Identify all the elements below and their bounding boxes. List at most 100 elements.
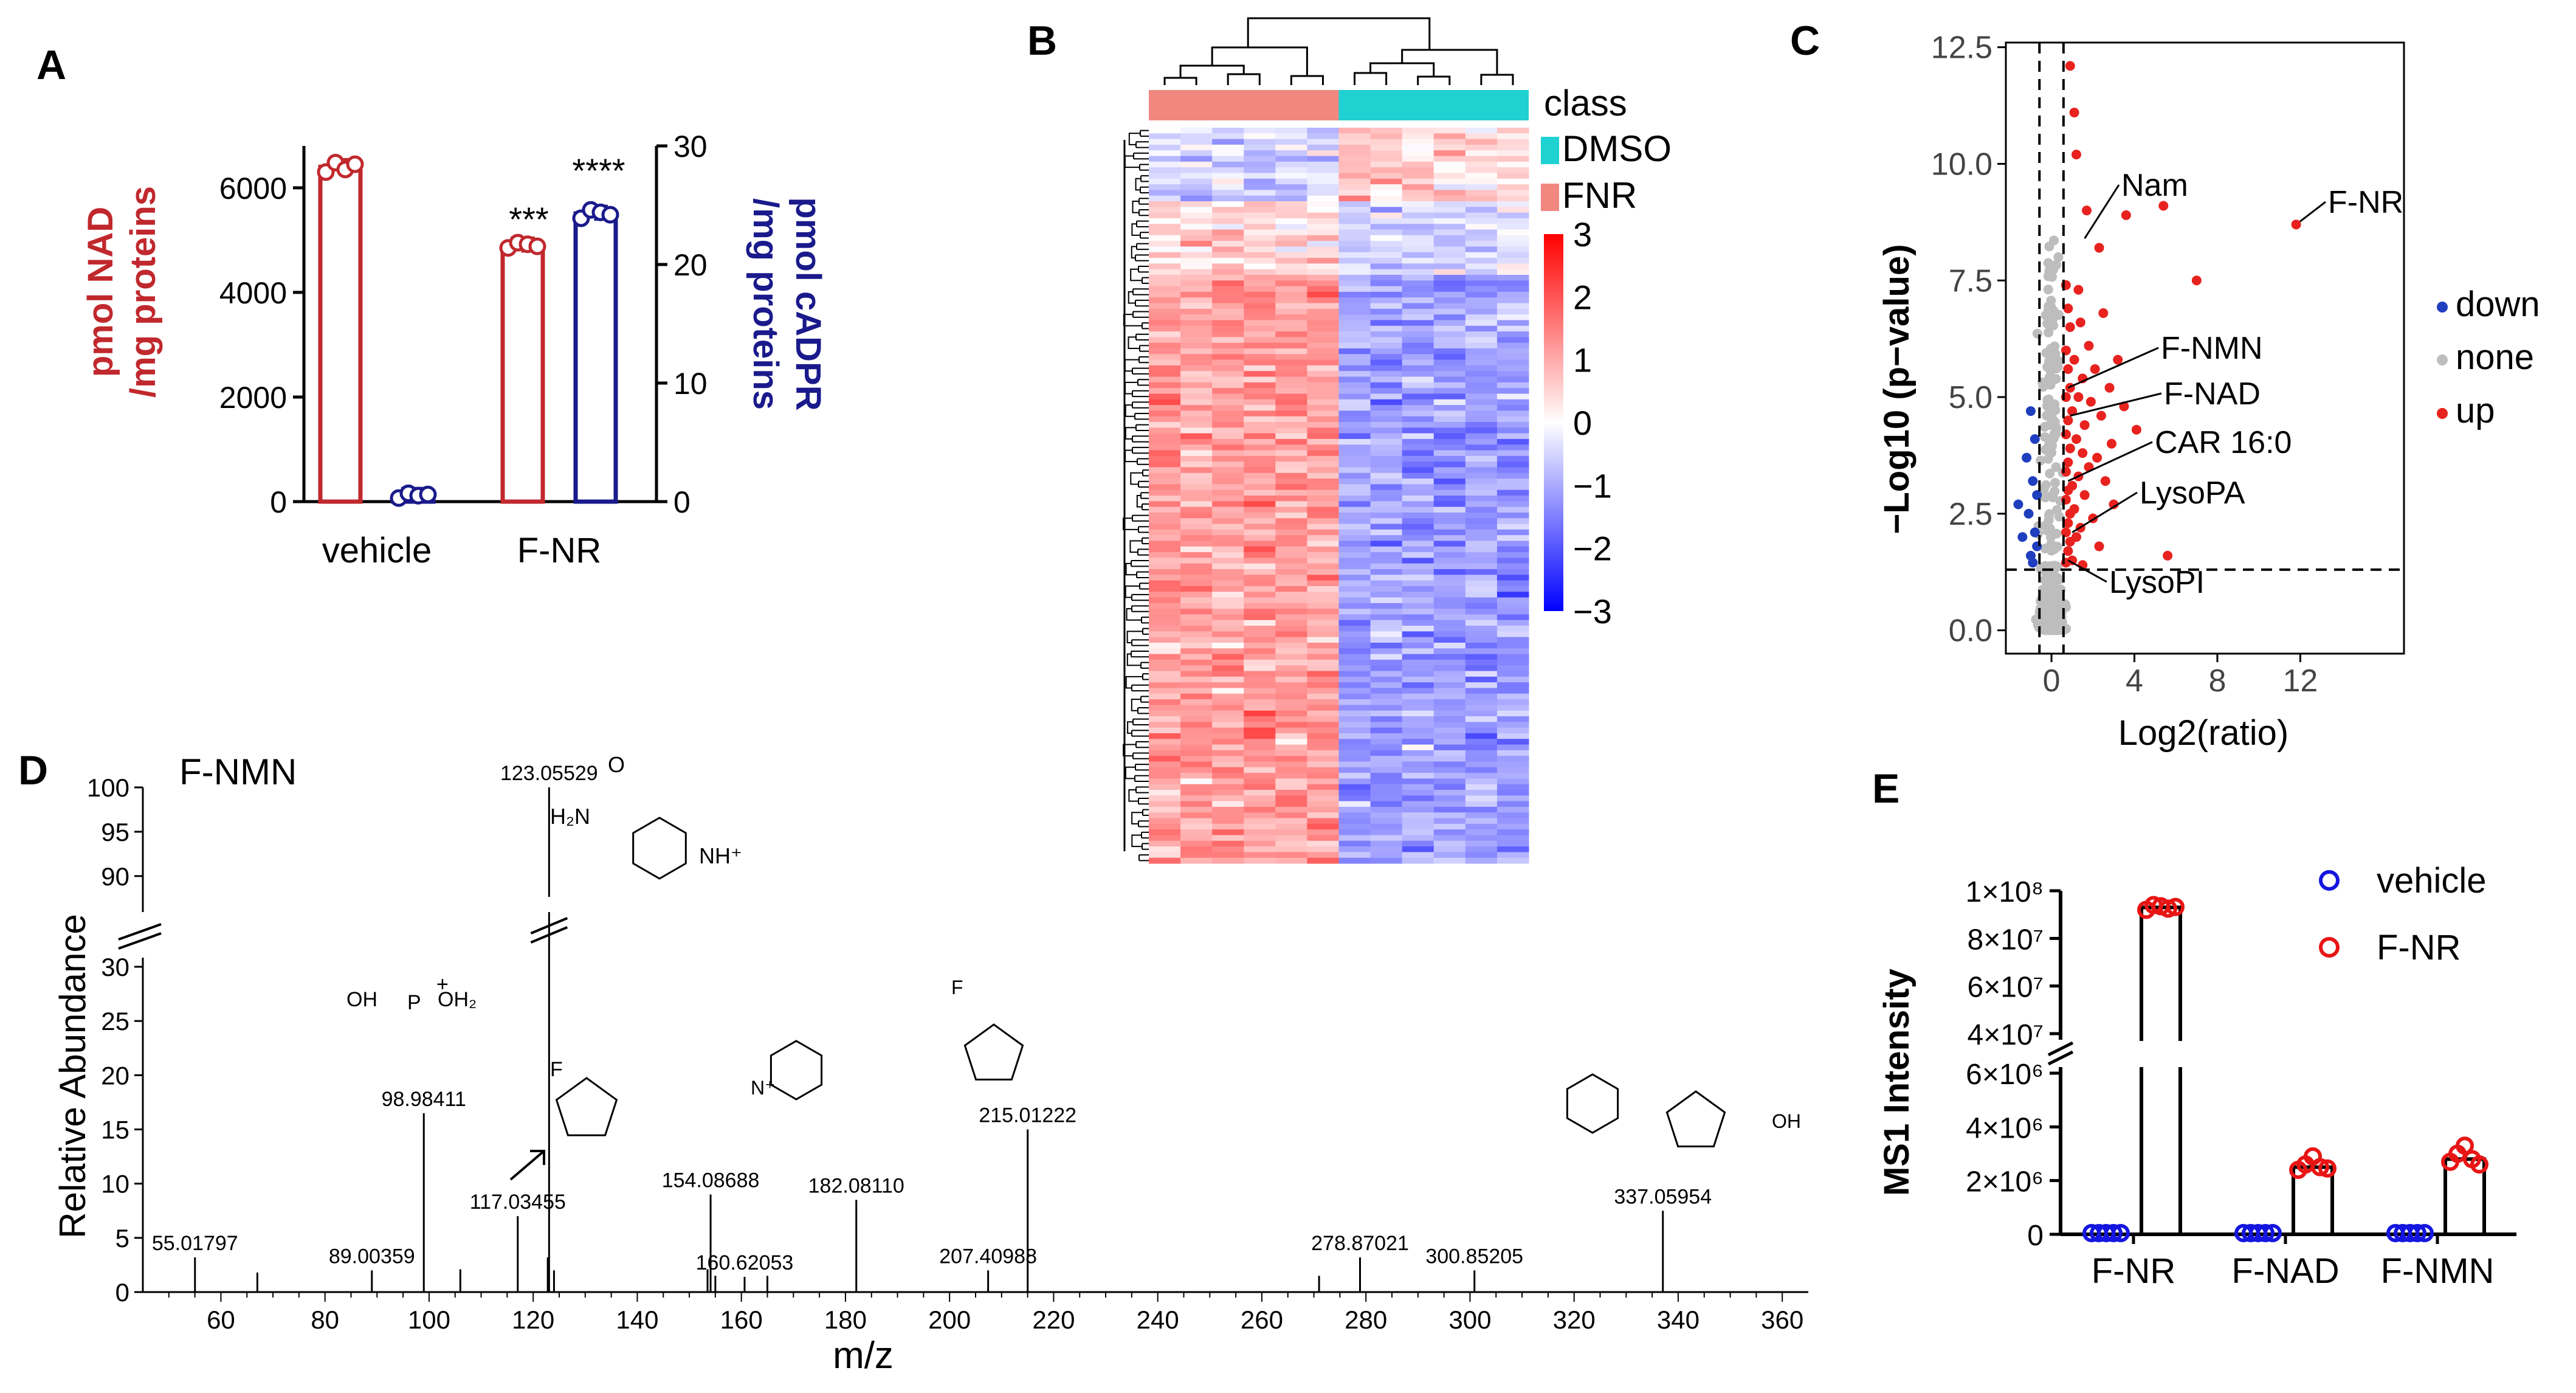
b-heatmap-cell	[1465, 812, 1498, 819]
b-heatmap-cell	[1433, 303, 1466, 309]
c-yticklabel: 5.0	[1949, 380, 1992, 415]
b-heatmap-cell	[1180, 433, 1213, 440]
b-heatmap-cell	[1244, 178, 1276, 185]
b-heatmap-cell	[1244, 506, 1276, 513]
b-heatmap-cell	[1465, 592, 1498, 598]
b-heatmap-cell	[1307, 671, 1339, 677]
b-heatmap-cell	[1275, 207, 1307, 213]
b-heatmap-cell	[1496, 128, 1529, 134]
d-annotation-arrow	[509, 1150, 545, 1181]
d-yticklabel: 5	[115, 1224, 129, 1253]
b-heatmap-cell	[1465, 207, 1498, 213]
b-heatmap-cell	[1370, 586, 1403, 592]
b-heatmap-cell	[1370, 410, 1403, 417]
b-heatmap-cell	[1275, 128, 1307, 134]
b-heatmap-cell	[1212, 484, 1244, 491]
b-heatmap-cell	[1180, 405, 1213, 411]
e-yticklabel: 0	[2027, 1220, 2044, 1252]
b-heatmap-cell	[1370, 173, 1403, 179]
c-point-up	[2090, 364, 2100, 375]
b-heatmap-cell	[1307, 524, 1339, 530]
b-heatmap-cell	[1307, 150, 1339, 157]
b-heatmap-cell	[1212, 410, 1244, 417]
b-heatmap-cell	[1212, 325, 1244, 332]
b-heatmap-cell	[1307, 280, 1339, 287]
a-ticklabel-left: 0	[270, 485, 287, 519]
b-heatmap-cell	[1149, 286, 1181, 292]
b-heatmap-cell	[1212, 342, 1244, 349]
b-heatmap-cell	[1370, 303, 1403, 309]
c-point-up	[2096, 410, 2106, 421]
d-yticklabel: 15	[101, 1116, 129, 1144]
d-peak-label: 55.01797	[152, 1232, 238, 1255]
b-heatmap-cell	[1433, 710, 1466, 717]
b-heatmap-cell	[1496, 716, 1529, 722]
b-heatmap-cell	[1180, 450, 1213, 457]
a-ticklabel-right: 10	[673, 367, 708, 401]
b-heatmap-cell	[1338, 489, 1371, 496]
b-heatmap-cell	[1465, 444, 1498, 451]
b-heatmap-cell	[1275, 427, 1307, 434]
c-label-leader	[2067, 559, 2107, 583]
b-heatmap-cell	[1307, 399, 1339, 406]
b-heatmap-cell	[1149, 773, 1181, 779]
b-heatmap-cell	[1433, 688, 1466, 694]
b-legend-dmso-swatch	[1541, 137, 1559, 164]
a-point	[601, 206, 619, 224]
b-heatmap-cell	[1307, 778, 1339, 785]
b-heatmap-cell	[1433, 524, 1466, 530]
b-heatmap-cell	[1370, 840, 1403, 847]
b-heatmap-cell	[1370, 405, 1403, 411]
b-heatmap-cell	[1338, 852, 1371, 859]
b-heatmap-cell	[1275, 806, 1307, 813]
b-heatmap-cell	[1275, 263, 1307, 270]
b-heatmap-cell	[1275, 852, 1307, 859]
b-heatmap-cell	[1307, 496, 1339, 502]
b-heatmap-cell	[1370, 535, 1403, 541]
b-heatmap-cell	[1275, 823, 1307, 830]
b-heatmap-cell	[1149, 224, 1181, 230]
b-heatmap-cell	[1212, 218, 1244, 224]
b-heatmap-cell	[1275, 325, 1307, 332]
b-heatmap-cell	[1307, 173, 1339, 179]
b-heatmap-cell	[1212, 818, 1244, 824]
b-heatmap-cell	[1496, 388, 1529, 394]
c-point-down	[2028, 558, 2038, 568]
b-heatmap-cell	[1307, 235, 1339, 241]
b-heatmap-cell	[1307, 654, 1339, 660]
c-point-up	[2065, 443, 2075, 454]
b-heatmap-cell	[1402, 286, 1434, 292]
b-heatmap-cell	[1212, 156, 1244, 162]
b-heatmap-cell	[1275, 603, 1307, 609]
b-heatmap-cell	[1212, 354, 1244, 361]
b-heatmap-cell	[1180, 484, 1213, 491]
b-heatmap-cell	[1149, 767, 1181, 773]
b-heatmap-cell	[1402, 224, 1434, 230]
b-heatmap-cell	[1275, 682, 1307, 688]
b-heatmap-cell	[1212, 235, 1244, 241]
b-heatmap-cell	[1212, 405, 1244, 411]
a-category-fnr: F-NR	[517, 531, 602, 570]
b-heatmap-cell	[1496, 161, 1529, 168]
b-heatmap-cell	[1433, 563, 1466, 570]
b-heatmap-cell	[1212, 835, 1244, 842]
b-heatmap-cell	[1338, 631, 1371, 638]
c-point-up	[2078, 448, 2088, 458]
b-heatmap-cell	[1244, 241, 1276, 247]
b-heatmap-cell	[1370, 722, 1403, 728]
b-heatmap-cell	[1496, 801, 1529, 807]
e-legend-vehicle-marker	[2319, 870, 2340, 891]
b-heatmap-cell	[1307, 252, 1339, 258]
c-point-none	[2051, 528, 2062, 539]
b-heatmap-cell	[1244, 665, 1276, 672]
b-heatmap-cell	[1212, 840, 1244, 847]
c-point-none	[2043, 454, 2053, 464]
b-heatmap-cell	[1496, 733, 1529, 739]
b-heatmap-cell	[1402, 303, 1434, 309]
b-heatmap-cell	[1212, 286, 1244, 292]
b-heatmap-cell	[1433, 518, 1466, 525]
c-point-none	[2043, 258, 2053, 268]
d-xticklabel: 160	[720, 1305, 763, 1334]
b-heatmap-cell	[1496, 178, 1529, 185]
b-heatmap-cell	[1370, 416, 1403, 423]
